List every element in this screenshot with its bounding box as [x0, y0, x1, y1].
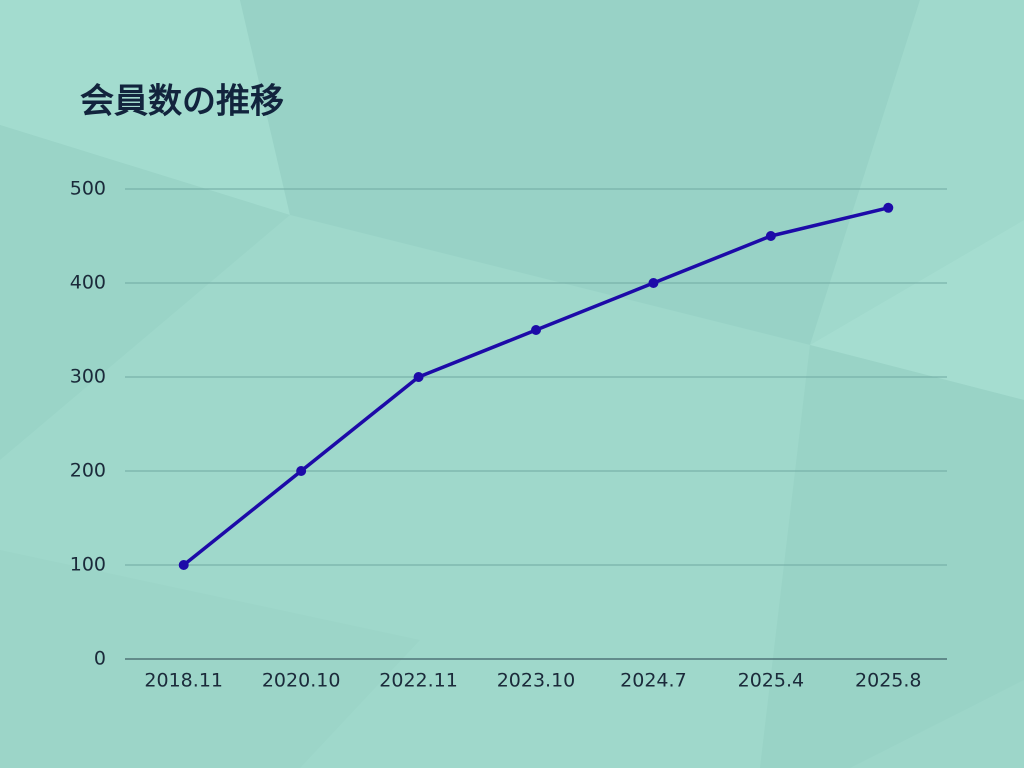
data-point: [883, 202, 894, 213]
x-tick-label: 2024.7: [620, 670, 686, 692]
y-tick-label: 400: [70, 272, 106, 294]
x-tick-label: 2022.11: [379, 670, 458, 692]
data-point: [648, 278, 659, 288]
y-tick-label: 100: [70, 554, 106, 576]
x-tick-label: 2020.10: [262, 670, 341, 692]
chart-title: 会員数の推移: [80, 82, 284, 122]
y-tick-label: 300: [70, 366, 106, 388]
data-point: [531, 325, 541, 335]
x-tick-label: 2025.4: [738, 670, 804, 692]
data-point: [296, 466, 307, 476]
x-tick-label: 2025.8: [855, 670, 921, 692]
y-tick-label: 500: [70, 178, 106, 200]
x-tick-label: 2018.11: [144, 670, 223, 692]
x-tick-label: 2023.10: [497, 670, 576, 692]
data-point: [765, 231, 776, 241]
data-point: [178, 560, 189, 570]
data-point: [413, 372, 424, 382]
y-tick-label: 200: [70, 460, 106, 482]
y-tick-label: 0: [94, 648, 106, 670]
